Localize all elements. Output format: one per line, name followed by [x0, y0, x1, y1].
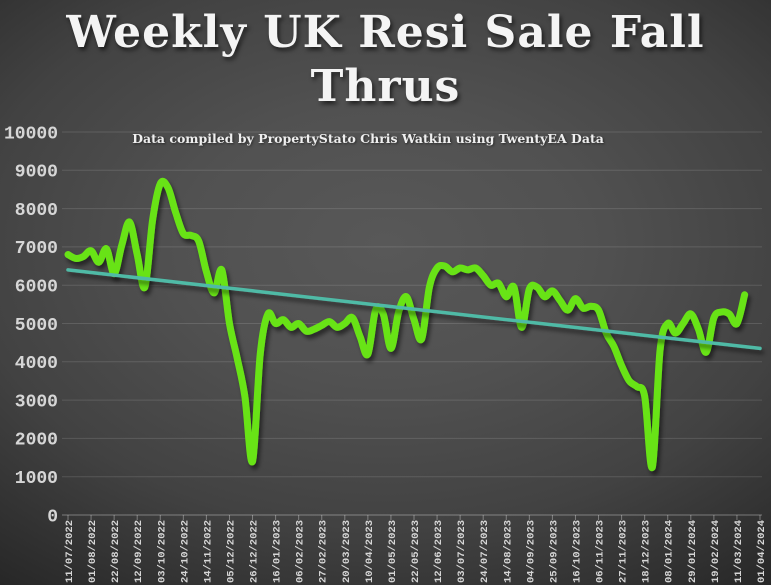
x-axis-label: 03/07/2023 — [456, 520, 468, 583]
x-axis-label: 22/05/2023 — [410, 520, 422, 583]
x-axis-label: 22/08/2022 — [110, 520, 122, 583]
y-axis-label: 6000 — [15, 278, 58, 298]
series-line-fall-thrus — [64, 177, 749, 471]
x-axis-label: 12/06/2023 — [433, 520, 445, 583]
x-axis-label: 25/09/2023 — [548, 520, 560, 583]
chart-title-line-1: Weekly UK Resi Sale Fall — [66, 7, 705, 58]
x-axis-label: 05/12/2022 — [225, 520, 237, 583]
y-axis-label: 3000 — [15, 392, 58, 412]
y-axis-label: 7000 — [15, 239, 58, 259]
y-axis-label: 4000 — [15, 354, 58, 374]
trendline — [66, 268, 762, 351]
y-axis-label: 9000 — [15, 163, 58, 183]
y-axis-label: 2000 — [15, 431, 58, 451]
y-axis-label: 5000 — [15, 316, 58, 336]
x-axis-label: 16/10/2023 — [571, 520, 583, 583]
y-axis-label: 10000 — [4, 124, 58, 144]
y-axis-label: 8000 — [15, 201, 58, 221]
x-axis-label: 06/11/2023 — [595, 520, 607, 583]
x-axis-label: 11/07/2022 — [64, 520, 76, 583]
x-axis-label: 12/09/2022 — [133, 520, 145, 583]
x-axis-label: 10/04/2023 — [364, 520, 376, 583]
x-axis-label: 11/03/2024 — [733, 520, 745, 583]
x-axis-label: 24/07/2023 — [479, 520, 491, 583]
x-axis-label: 18/12/2023 — [641, 520, 653, 583]
x-axis-label: 29/01/2024 — [687, 520, 699, 583]
x-axis-label: 06/02/2023 — [295, 520, 307, 583]
chart-title: Weekly UK Resi Sale Fall Thrus — [0, 6, 771, 113]
x-axis-label: 01/08/2022 — [87, 520, 99, 583]
x-axis-label: 14/08/2023 — [502, 520, 514, 583]
chart-title-line-2: Thrus — [310, 60, 461, 112]
x-axis-label: 26/12/2022 — [249, 520, 261, 583]
x-axis-label: 01/04/2024 — [756, 520, 768, 583]
x-axis-label: 04/09/2023 — [525, 520, 537, 583]
x-axis-label: 27/11/2023 — [618, 520, 630, 583]
x-axis-label: 03/10/2022 — [156, 520, 168, 583]
chart-subtitle: Data compiled by PropertyStato Chris Wat… — [132, 131, 604, 146]
x-axis-label: 27/02/2023 — [318, 520, 330, 583]
y-axis-label: 0 — [47, 507, 58, 527]
x-axis-label: 14/11/2022 — [202, 520, 214, 583]
x-axis-label: 08/01/2024 — [664, 520, 676, 583]
x-axis-label: 19/02/2024 — [710, 520, 722, 583]
y-axis-label: 1000 — [15, 469, 58, 489]
x-axis-label: 01/05/2023 — [387, 520, 399, 583]
x-axis-label: 24/10/2022 — [179, 520, 191, 583]
x-axis-label: 20/03/2023 — [341, 520, 353, 583]
x-axis-label: 16/01/2023 — [272, 520, 284, 583]
